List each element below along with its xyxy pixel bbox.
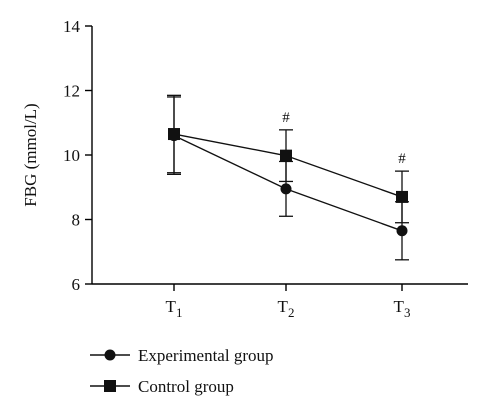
point-experimental-1 [280, 183, 292, 195]
point-experimental-2 [396, 225, 408, 237]
x-tick-label-base-1: T [278, 297, 289, 316]
significance-mark-2: # [398, 151, 406, 167]
x-tick-label-2: T3 [394, 297, 411, 320]
x-tick-label-1: T2 [278, 297, 295, 320]
point-control-0 [168, 128, 180, 141]
y-tick-label-8: 8 [72, 211, 81, 230]
legend-label-experimental: Experimental group [138, 346, 274, 365]
legend-marker-experimental [104, 349, 116, 361]
x-tick-label-sub-0: 1 [176, 305, 183, 320]
y-tick-label-12: 12 [63, 82, 80, 101]
y-tick-label-6: 6 [72, 275, 81, 294]
x-tick-label-sub-2: 3 [404, 305, 411, 320]
x-tick-label-0: T1 [166, 297, 183, 320]
chart-marks: ## [167, 94, 409, 261]
y-tick-label-14: 14 [63, 17, 81, 36]
significance-mark-1: # [282, 110, 290, 126]
x-tick-label-base-0: T [166, 297, 177, 316]
point-control-1 [280, 149, 292, 162]
legend: Experimental group Control group [90, 346, 274, 396]
y-axis-title: FBG (mmol/L) [21, 103, 40, 206]
y-tick-label-10: 10 [63, 146, 80, 165]
legend-marker-control [104, 380, 116, 392]
x-tick-label-base-2: T [394, 297, 405, 316]
x-tick-label-sub-1: 2 [288, 305, 295, 320]
point-control-2 [396, 190, 408, 203]
legend-label-control: Control group [138, 377, 234, 396]
